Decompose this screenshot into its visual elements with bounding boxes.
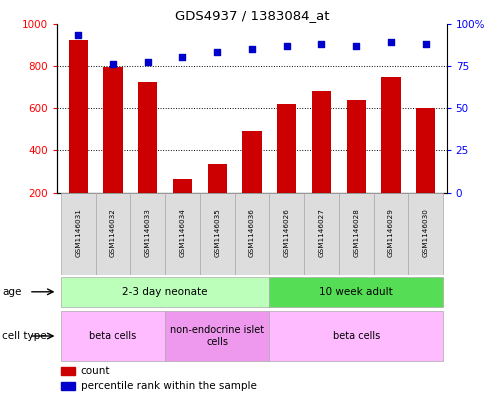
Bar [339,193,374,275]
Text: GSM1146030: GSM1146030 [423,208,429,257]
Point [179,54,187,61]
Bar [130,193,165,275]
Text: beta cells: beta cells [333,331,380,341]
Bar [61,193,96,275]
Text: beta cells: beta cells [89,331,137,341]
Bar [269,311,443,361]
Bar [312,91,331,193]
Bar [304,193,339,275]
Point [144,59,152,66]
Text: percentile rank within the sample: percentile rank within the sample [81,381,256,391]
Point [387,39,395,45]
Text: GSM1146035: GSM1146035 [214,208,220,257]
Text: GSM1146031: GSM1146031 [75,208,81,257]
Bar [165,193,200,275]
Text: cell type: cell type [2,331,47,341]
Text: GSM1146026: GSM1146026 [284,208,290,257]
Bar [96,193,130,275]
Point [248,46,256,52]
Bar [173,179,192,193]
Bar [243,131,261,193]
Text: GSM1146032: GSM1146032 [110,208,116,257]
Bar [277,104,296,193]
Bar [408,193,443,275]
Bar [235,193,269,275]
Bar [61,367,75,375]
Bar [381,77,401,193]
Text: GSM1146033: GSM1146033 [145,208,151,257]
Text: GSM1146028: GSM1146028 [353,208,359,257]
Bar [69,40,88,193]
Bar [103,67,123,193]
Point [74,32,82,39]
Text: GSM1146034: GSM1146034 [180,208,186,257]
Bar [61,311,165,361]
Text: non-endocrine islet
cells: non-endocrine islet cells [170,325,264,347]
Bar [61,382,75,390]
Bar [347,99,366,193]
Bar [416,108,435,193]
Text: GSM1146029: GSM1146029 [388,208,394,257]
Bar [269,193,304,275]
Text: GSM1146036: GSM1146036 [249,208,255,257]
Point [352,42,360,49]
Text: 10 week adult: 10 week adult [319,287,393,297]
Bar [165,311,269,361]
Bar [200,193,235,275]
Point [317,41,325,47]
Point [283,42,291,49]
Text: age: age [2,287,22,297]
Bar [138,82,157,193]
Point [422,41,430,47]
Bar [208,164,227,193]
Text: count: count [81,366,110,376]
Bar [269,277,443,307]
Text: 2-3 day neonate: 2-3 day neonate [122,287,208,297]
Point [213,49,221,55]
Bar [374,193,408,275]
Point [109,61,117,67]
Text: GSM1146027: GSM1146027 [318,208,324,257]
Bar [61,277,269,307]
Title: GDS4937 / 1383084_at: GDS4937 / 1383084_at [175,9,329,22]
